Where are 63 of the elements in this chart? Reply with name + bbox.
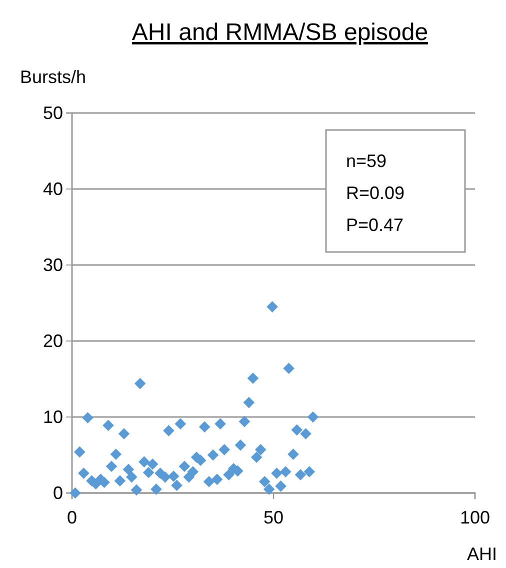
point — [163, 425, 174, 436]
point — [171, 480, 182, 492]
point — [110, 448, 122, 460]
point — [211, 474, 223, 485]
point — [130, 484, 142, 496]
x-tick-label: 50 — [263, 508, 284, 528]
point — [146, 458, 158, 470]
y-tick-label: 50 — [42, 102, 63, 123]
y-axis-title: Bursts/h — [20, 67, 86, 87]
point — [275, 480, 286, 492]
point — [250, 452, 262, 463]
x-tick-label: 100 — [460, 508, 490, 528]
annotation: n=59 R=0.09 P=0.47 — [346, 151, 405, 235]
point — [283, 362, 294, 374]
point — [207, 449, 219, 461]
y-tick-label: 40 — [42, 178, 63, 199]
y-tick-label: 20 — [42, 330, 63, 351]
point — [159, 471, 171, 483]
y-tick-label: 30 — [42, 254, 63, 275]
point — [243, 396, 255, 408]
point — [307, 411, 319, 423]
point — [102, 420, 114, 432]
x-axis-title: AHI — [466, 544, 497, 564]
point — [168, 470, 180, 482]
point — [174, 418, 186, 430]
point — [118, 428, 130, 440]
point — [74, 446, 86, 458]
point — [218, 444, 230, 456]
point — [263, 484, 275, 495]
point — [258, 476, 270, 488]
point — [178, 460, 190, 472]
point — [234, 439, 246, 451]
point — [198, 421, 210, 433]
point — [142, 466, 154, 478]
point — [254, 444, 266, 456]
point — [70, 487, 81, 499]
point — [78, 468, 90, 479]
point — [294, 469, 306, 480]
point — [134, 378, 146, 390]
point — [266, 301, 278, 312]
point — [122, 464, 134, 476]
point — [247, 372, 259, 384]
point — [203, 476, 215, 488]
y-tick-label: 0 — [52, 482, 63, 503]
point — [82, 412, 94, 424]
point — [126, 471, 138, 483]
point — [114, 475, 126, 486]
point — [300, 428, 312, 440]
point — [214, 418, 226, 430]
point — [288, 448, 299, 460]
point — [280, 466, 292, 478]
point — [223, 469, 234, 480]
point — [150, 484, 162, 495]
x-tick-label: 0 — [66, 508, 78, 528]
point — [271, 468, 282, 479]
point — [238, 416, 250, 428]
point — [291, 424, 303, 436]
y-tick-label: 10 — [42, 406, 63, 427]
point — [138, 456, 150, 468]
point — [187, 466, 199, 478]
point — [106, 460, 118, 472]
point — [304, 466, 316, 478]
chart-title: AHI and RMMA/SB episode — [132, 19, 428, 46]
